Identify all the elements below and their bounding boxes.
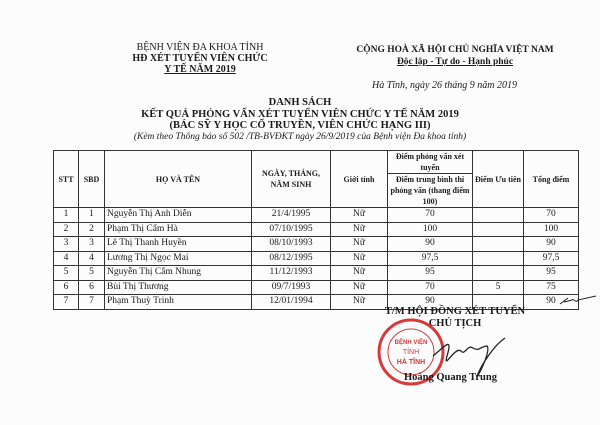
signature-line1: T/M HỘI ĐỒNG XÉT TUYỂN (384, 306, 526, 317)
header-total: Tổng điểm (523, 150, 579, 208)
stamp-and-signature: BỆNH VIỆN TỈNH HÀ TĨNH (377, 318, 506, 386)
header-name: HỌ VÀ TÊN (104, 150, 252, 208)
issuer-block: BỆNH VIỆN ĐA KHOA TỈNH HĐ XÉT TUYỂN VIÊN… (120, 42, 280, 75)
cell-name: Phạm Thị Cẩm Hà (104, 221, 252, 237)
signature-icon (432, 337, 506, 377)
header-sbd: SBD (78, 150, 105, 208)
cell-gender: Nữ (330, 265, 388, 281)
cell-name: Phạm Thuỳ Trinh (104, 294, 252, 310)
cell-avg-score: 90 (387, 236, 473, 252)
table-row: 4 4 Lương Thị Ngọc Mai 08/12/1995 Nữ 97,5 97,5 (53, 250, 579, 266)
cell-stt: 7 (53, 294, 79, 310)
cell-priority (472, 250, 524, 266)
cell-gender: Nữ (330, 207, 388, 223)
cell-stt: 3 (53, 236, 79, 252)
table-row: 6 6 Bùi Thị Thương 09/7/1993 Nữ 70 5 75 (53, 279, 579, 295)
signature-line2: CHỦ TỊCH (428, 318, 482, 329)
cell-stt: 5 (53, 265, 79, 281)
cell-stt: 1 (53, 207, 79, 223)
cell-avg-score: 97,5 (387, 250, 473, 266)
cell-sbd: 2 (78, 221, 105, 237)
title-line3: (BÁC SỸ Y HỌC CỔ TRUYỀN, VIÊN CHỨC HẠNG … (169, 120, 431, 131)
cell-sbd: 4 (78, 250, 105, 266)
cell-gender: Nữ (330, 236, 388, 252)
motto: Độc lập - Tự do - Hạnh phúc (396, 57, 514, 67)
cell-sbd: 5 (78, 265, 105, 281)
cell-total: 75 (523, 279, 579, 295)
cell-avg-score: 90 (387, 294, 473, 310)
cell-sbd: 6 (78, 279, 105, 295)
cell-sbd: 1 (78, 207, 105, 223)
svg-text:HÀ TĨNH: HÀ TĨNH (397, 357, 425, 366)
cell-avg-score: 70 (387, 279, 473, 295)
cell-dob: 12/01/1994 (251, 294, 331, 310)
cell-total: 100 (523, 221, 579, 237)
header-priority: Điểm Ưu tiên (472, 150, 524, 208)
cell-stt: 4 (53, 250, 79, 266)
cell-name: Lương Thị Ngọc Mai (104, 250, 252, 266)
cell-gender: Nữ (330, 279, 388, 295)
cell-dob: 07/10/1995 (251, 221, 331, 237)
svg-text:TỈNH: TỈNH (403, 347, 419, 356)
cell-name: Bùi Thị Thương (104, 279, 252, 295)
issuer-line1: BỆNH VIỆN ĐA KHOA TỈNH (136, 42, 264, 53)
cell-avg-score: 100 (387, 221, 473, 237)
cell-priority (472, 221, 524, 237)
red-stamp-icon: BỆNH VIỆN TỈNH HÀ TĨNH (377, 318, 445, 386)
cell-sbd: 7 (78, 294, 105, 310)
cell-total: 97,5 (523, 250, 579, 266)
header-gender: Giới tính (330, 150, 388, 208)
cell-dob: 08/12/1995 (251, 250, 331, 266)
cell-dob: 11/12/1993 (251, 265, 331, 281)
title-line2: KẾT QUẢ PHỎNG VẤN XÉT TUYỂN VIÊN CHỨC Y … (141, 108, 459, 120)
results-table: STT SBD HỌ VÀ TÊN NGÀY, THÁNG, NĂM SINH … (53, 150, 579, 310)
cell-priority (472, 207, 524, 223)
svg-text:BỆNH VIỆN: BỆNH VIỆN (395, 338, 428, 346)
cell-stt: 2 (53, 221, 79, 237)
header-dob: NGÀY, THÁNG, NĂM SINH (251, 150, 331, 208)
cell-avg-score: 70 (387, 207, 473, 223)
issuer-line2: HĐ XÉT TUYỂN VIÊN CHỨC (132, 53, 268, 64)
signature-title: T/M HỘI ĐỒNG XÉT TUYỂN CHỦ TỊCH (360, 306, 550, 330)
cell-dob: 08/10/1993 (251, 236, 331, 252)
cell-avg-score: 95 (387, 265, 473, 281)
table-row: 3 3 Lê Thị Thanh Huyền 08/10/1993 Nữ 90 90 (53, 236, 579, 252)
issuer-line3: Y TẾ NĂM 2019 (164, 64, 236, 75)
cell-priority (472, 236, 524, 252)
title-block: DANH SÁCH KẾT QUẢ PHỎNG VẤN XÉT TUYỂN VI… (0, 97, 600, 143)
header-interview: Điểm phỏng vấn xét tuyển (387, 150, 473, 174)
cell-name: Lê Thị Thanh Huyền (104, 236, 252, 252)
cell-stt: 6 (53, 279, 79, 295)
header-stt: STT (53, 150, 79, 208)
table-row: 2 2 Phạm Thị Cẩm Hà 07/10/1995 Nữ 100 100 (53, 221, 579, 237)
cell-dob: 09/7/1993 (251, 279, 331, 295)
cell-priority (472, 265, 524, 281)
cell-total: 70 (523, 207, 579, 223)
title-note: (Kèm theo Thông báo số 502 /TB-BVĐKT ngà… (133, 131, 467, 142)
header-avg-score: Điểm trung bình thi phỏng vấn (thang điể… (387, 173, 473, 208)
cell-total: 90 (523, 236, 579, 252)
document-date: Hà Tĩnh, ngày 26 tháng 9 năm 2019 (372, 80, 517, 91)
cell-gender: Nữ (330, 221, 388, 237)
nation-name: CỘNG HOÀ XÃ HỘI CHỦ NGHĨA VIỆT NAM (356, 45, 554, 55)
table-row: 1 1 Nguyễn Thị Anh Diễn 21/4/1995 Nữ 70 70 (53, 207, 579, 223)
cell-total: 90 (523, 294, 579, 310)
title-line1: DANH SÁCH (268, 97, 332, 108)
cell-dob: 21/4/1995 (251, 207, 331, 223)
table-row: 7 7 Phạm Thuỳ Trinh 12/01/1994 Nữ 90 90 (53, 294, 579, 310)
cell-priority: 5 (472, 279, 524, 295)
table-row: 5 5 Nguyễn Thị Cẩm Nhung 11/12/1993 Nữ 95 95 (53, 265, 579, 281)
cell-name: Nguyễn Thị Cẩm Nhung (104, 265, 252, 281)
national-motto: CỘNG HOÀ XÃ HỘI CHỦ NGHĨA VIỆT NAM Độc l… (330, 44, 580, 68)
cell-gender: Nữ (330, 250, 388, 266)
cell-name: Nguyễn Thị Anh Diễn (104, 207, 252, 223)
signer-name: Hoàng Quang Trung (404, 372, 497, 383)
cell-sbd: 3 (78, 236, 105, 252)
cell-total: 95 (523, 265, 579, 281)
initials-icon (559, 295, 597, 305)
